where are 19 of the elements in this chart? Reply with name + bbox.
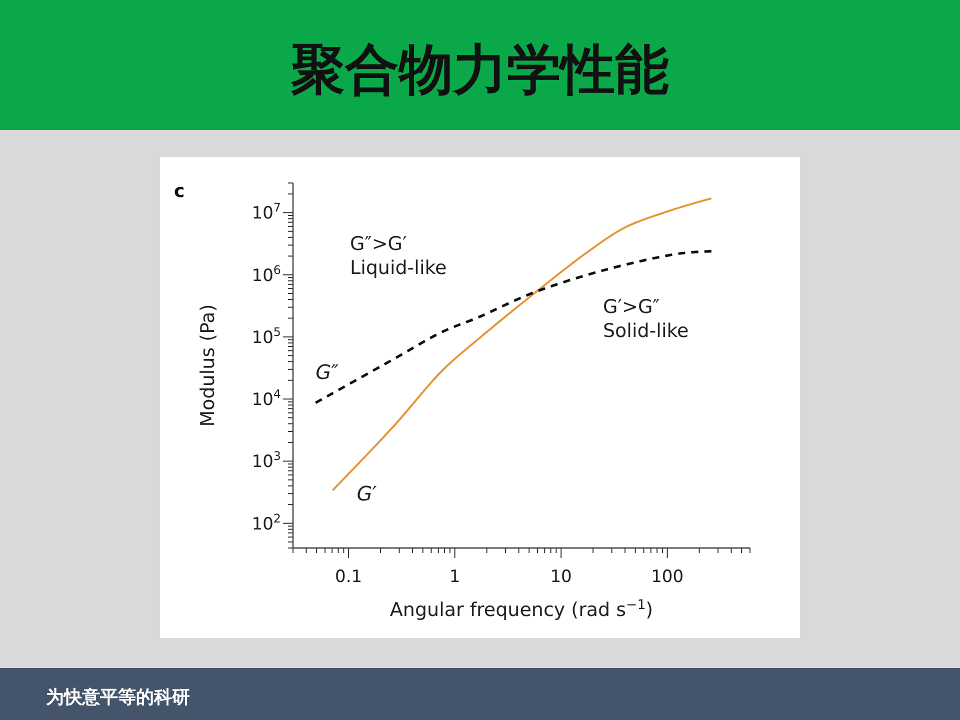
annotation: G′>G″ Solid-like	[603, 296, 689, 342]
text: 为快意平等的科研	[46, 687, 190, 708]
x-tick-label: 100	[651, 567, 684, 587]
annotation: G″>G′ Liquid-like	[350, 233, 447, 279]
x-tick-label: 0.1	[335, 567, 362, 587]
y-tick-label: 10$^{3}$	[252, 449, 281, 472]
x-tick-label: 10	[550, 567, 572, 587]
y-tick-label: 10$^{7}$	[252, 200, 281, 224]
series-label: G′	[356, 481, 378, 506]
x-axis-title: Angular frequency (rad s$^{−1}$)	[390, 598, 654, 621]
x-tick-label: 1	[449, 567, 460, 587]
text: c	[174, 181, 185, 202]
y-tick-label: 10$^{2}$	[252, 511, 281, 534]
y-tick-label: 10$^{5}$	[252, 324, 281, 348]
y-tick-label: 10$^{4}$	[252, 387, 281, 410]
chart-title: 聚合物力学性能	[291, 38, 669, 101]
y-tick-label: 10$^{6}$	[252, 262, 281, 286]
y-axis-title: Modulus (Pa)	[197, 304, 219, 427]
series-label: G″	[316, 360, 340, 384]
